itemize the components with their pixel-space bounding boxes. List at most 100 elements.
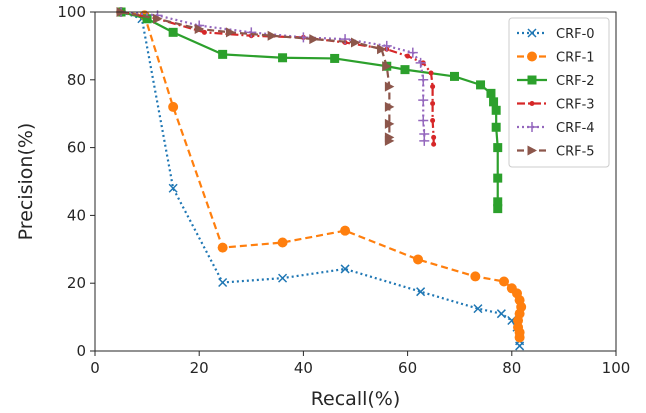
data-point	[430, 117, 436, 123]
data-point	[493, 173, 503, 183]
data-point	[498, 276, 509, 287]
data-point	[168, 27, 178, 37]
data-point	[416, 287, 426, 297]
series-line	[120, 10, 426, 141]
legend-item: CRF-3	[517, 98, 595, 113]
legend-label: CRF-5	[556, 145, 595, 160]
data-point	[225, 27, 236, 38]
data-point	[430, 84, 436, 90]
legend-label: CRF-2	[556, 74, 595, 89]
x-tick-label: 80	[502, 359, 521, 377]
legend-marker	[529, 101, 535, 106]
legend-label: CRF-3	[556, 98, 595, 113]
data-point	[449, 71, 459, 81]
data-point	[142, 14, 152, 24]
data-point	[340, 225, 351, 236]
legend-marker	[527, 51, 537, 62]
data-point	[491, 105, 501, 115]
data-point	[382, 61, 392, 72]
y-tick-label: 60	[67, 139, 86, 157]
data-point	[168, 101, 179, 112]
data-point	[277, 237, 288, 248]
data-point	[514, 332, 525, 343]
data-point	[493, 204, 503, 214]
legend-item: CRF-4	[517, 121, 595, 136]
data-point	[278, 53, 288, 63]
data-point	[218, 49, 228, 59]
data-point	[218, 277, 228, 288]
data-point	[384, 135, 395, 146]
data-point	[384, 101, 395, 112]
data-point	[493, 143, 503, 153]
data-point	[278, 273, 288, 283]
series-layer	[116, 7, 527, 351]
data-point	[330, 53, 340, 63]
y-tick-label: 40	[67, 206, 86, 224]
data-point	[431, 134, 437, 140]
data-point	[428, 70, 434, 76]
data-point	[413, 254, 424, 265]
x-axis-title: Recall(%)	[311, 388, 401, 410]
y-tick-label: 80	[67, 71, 86, 89]
data-point	[246, 27, 257, 38]
data-point	[493, 197, 503, 207]
data-point	[201, 29, 207, 35]
data-point	[515, 341, 525, 351]
data-point	[430, 101, 436, 107]
series-line	[120, 10, 391, 141]
legend-label: CRF-4	[556, 121, 595, 136]
series-line	[120, 10, 499, 209]
legend-item: CRF-5	[517, 145, 595, 160]
data-point	[431, 141, 437, 147]
y-tick-label: 100	[57, 3, 86, 21]
data-point	[267, 30, 278, 41]
data-point	[168, 183, 178, 193]
data-point	[405, 53, 411, 59]
legend-label: CRF-0	[556, 27, 595, 42]
data-point	[418, 115, 429, 126]
data-point	[194, 23, 205, 34]
data-point	[470, 271, 481, 282]
x-axis: 0 20 40 60 80 100	[90, 351, 630, 377]
legend-item: CRF-1	[517, 51, 595, 66]
data-point	[351, 37, 361, 48]
data-point	[309, 34, 319, 45]
x-tick-label: 60	[398, 359, 417, 377]
y-axis-title: Precision(%)	[15, 123, 37, 241]
series-crf-5	[116, 7, 395, 146]
data-point	[496, 309, 506, 319]
legend-item: CRF-0	[517, 27, 595, 42]
data-point	[377, 44, 387, 55]
legend-item: CRF-2	[517, 74, 595, 89]
data-point	[489, 97, 499, 107]
data-point	[153, 13, 163, 24]
data-point	[400, 65, 410, 75]
x-tick-label: 40	[294, 359, 313, 377]
legend-marker	[527, 122, 537, 132]
data-point	[491, 122, 501, 132]
legend-marker	[527, 145, 537, 156]
legend-label: CRF-1	[556, 51, 595, 66]
legend-marker	[527, 75, 537, 85]
data-point	[384, 81, 395, 92]
y-tick-label: 20	[67, 274, 86, 292]
data-point	[419, 135, 430, 146]
data-point	[476, 80, 486, 90]
y-axis: 0 20 40 60 80 100	[57, 3, 95, 360]
x-tick-label: 100	[602, 359, 631, 377]
x-tick-label: 0	[90, 359, 100, 377]
legend: CRF-0 CRF-1 CRF-2 CRF-3 CRF-4 CRF-5	[508, 17, 610, 168]
data-point	[384, 118, 395, 129]
plot-frame	[94, 11, 617, 352]
data-point	[415, 57, 426, 68]
data-point	[486, 88, 496, 98]
y-tick-label: 0	[76, 342, 86, 360]
data-point	[381, 40, 392, 51]
data-point	[407, 47, 418, 58]
data-point	[217, 242, 228, 253]
data-point	[473, 304, 483, 314]
x-tick-label: 20	[190, 359, 209, 377]
data-point	[418, 74, 429, 85]
series-crf-4	[116, 7, 430, 146]
